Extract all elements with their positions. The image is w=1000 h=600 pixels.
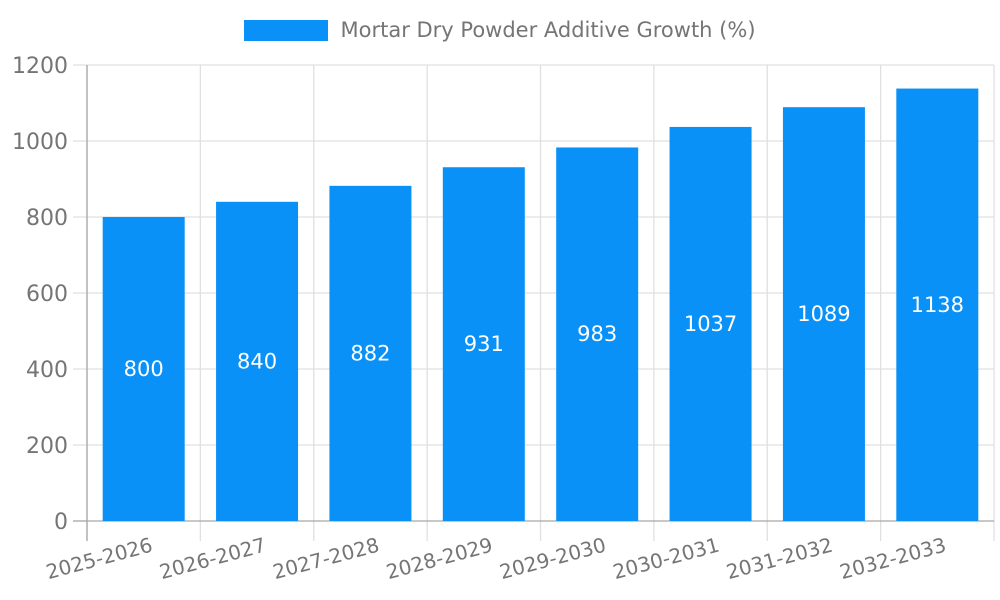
x-tick-label: 2029-2030	[497, 533, 609, 584]
bar-value-label: 800	[124, 357, 164, 381]
y-tick-label: 1200	[12, 54, 68, 79]
y-tick-label: 600	[26, 282, 68, 307]
y-tick-label: 800	[26, 206, 68, 231]
x-tick-label: 2031-2032	[724, 533, 836, 584]
bar-value-label: 931	[464, 332, 504, 356]
bar	[556, 147, 639, 521]
y-tick-label: 0	[54, 510, 68, 535]
bar-value-label: 1138	[911, 293, 964, 317]
y-tick-label: 1000	[12, 130, 68, 155]
bar	[102, 217, 185, 521]
x-tick-label: 2026-2027	[157, 533, 269, 584]
bar-value-label: 840	[237, 349, 277, 373]
bar	[329, 185, 412, 521]
bar-value-label: 1037	[684, 312, 737, 336]
x-tick-label: 2032-2033	[837, 533, 949, 584]
bar	[782, 107, 865, 522]
bar-value-label: 983	[577, 322, 617, 346]
bar	[216, 201, 299, 522]
y-tick-label: 400	[26, 358, 68, 383]
bar	[442, 167, 525, 521]
y-tick-label: 200	[26, 434, 68, 459]
x-tick-label: 2027-2028	[270, 533, 382, 584]
x-tick-label: 2028-2029	[384, 533, 496, 584]
bar-value-label: 882	[350, 341, 390, 365]
x-tick-label: 2025-2026	[43, 533, 155, 584]
bar	[896, 88, 979, 521]
bar-value-label: 1089	[797, 302, 850, 326]
x-tick-label: 2030-2031	[610, 533, 722, 584]
bar	[669, 126, 752, 521]
